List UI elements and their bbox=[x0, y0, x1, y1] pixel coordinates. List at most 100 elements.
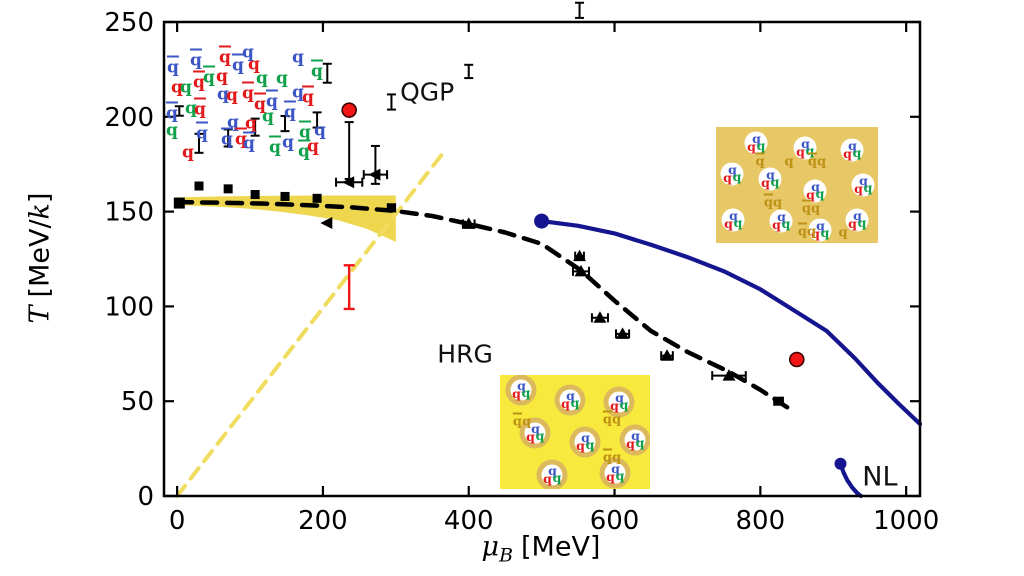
meson-pair-label: q bbox=[838, 225, 848, 241]
hadron-circle bbox=[808, 218, 832, 242]
quark-glyph: q bbox=[517, 377, 526, 393]
quark-glyph: q bbox=[843, 145, 852, 161]
antiquark-glyph: q bbox=[298, 141, 310, 162]
quark-glyph: q bbox=[307, 136, 319, 157]
quark-glyph: q bbox=[728, 161, 737, 177]
x-tick-label: 400 bbox=[444, 506, 494, 536]
y-unit-post: ] bbox=[24, 192, 56, 204]
antiquark-glyph: q bbox=[166, 103, 178, 124]
antiquark-glyph: q bbox=[243, 133, 255, 154]
hadron-circle bbox=[541, 464, 563, 486]
quark-glyph: q bbox=[766, 166, 775, 182]
crossover-dashed-line bbox=[174, 199, 798, 415]
hadron-circle bbox=[845, 208, 869, 232]
meson-pair-label: qq bbox=[797, 224, 817, 240]
quark-glyph: q bbox=[611, 460, 620, 476]
antiquark-glyph: q bbox=[196, 123, 208, 144]
quark-glyph: q bbox=[863, 179, 873, 195]
y-axis-label: T [MeV/k] bbox=[25, 193, 56, 324]
antiquark-glyph: q bbox=[219, 47, 231, 68]
quark-glyph: q bbox=[801, 135, 810, 151]
quark-glyph: q bbox=[777, 208, 786, 224]
antiquark-glyph: q bbox=[242, 83, 254, 104]
x-tick-label: 1000 bbox=[873, 506, 939, 536]
quark-glyph: q bbox=[292, 47, 304, 68]
quark-glyph: q bbox=[747, 138, 756, 154]
quark-glyph: q bbox=[811, 178, 820, 194]
quark-glyph: q bbox=[182, 142, 194, 163]
data-point bbox=[342, 176, 355, 189]
hadron-circle bbox=[721, 208, 745, 232]
hadron-circle bbox=[608, 391, 630, 413]
quark-glyph: q bbox=[619, 396, 629, 412]
quark-glyph: q bbox=[521, 384, 531, 400]
x-tick-label: 800 bbox=[736, 506, 786, 536]
quark-glyph: q bbox=[820, 224, 830, 240]
quark-glyph: q bbox=[854, 180, 863, 196]
y-tick-label: 150 bbox=[104, 198, 154, 228]
quark-glyph: q bbox=[242, 42, 254, 63]
quark-glyph: q bbox=[535, 427, 545, 443]
quark-glyph: q bbox=[816, 217, 825, 233]
antiquark-glyph: q bbox=[266, 91, 278, 112]
quark-glyph: q bbox=[806, 186, 815, 202]
quark-glyph: q bbox=[857, 214, 867, 230]
quark-glyph: q bbox=[227, 112, 239, 133]
nuclear-liquid-gas-line-endpoint bbox=[834, 457, 847, 470]
critical-point bbox=[788, 351, 805, 368]
quark-glyph: q bbox=[732, 168, 742, 184]
axes-frame bbox=[162, 20, 922, 498]
quark-glyph: q bbox=[852, 144, 862, 160]
quark-glyph: q bbox=[166, 120, 178, 141]
quark-glyph: q bbox=[226, 85, 238, 106]
quark-glyph: q bbox=[805, 142, 815, 158]
data-point bbox=[223, 184, 233, 194]
antiquark-glyph: q bbox=[221, 129, 233, 150]
nuclear-liquid-gas-line bbox=[838, 461, 864, 499]
quark-glyph: q bbox=[552, 469, 562, 485]
quark-glyph: q bbox=[615, 467, 625, 483]
dense-baryon-box: q q q q q q q q q q q q q q q q q q q q q q q q q q q q q q q q q q q qq qq q… bbox=[716, 127, 878, 243]
data-point bbox=[194, 181, 204, 191]
nuclear-liquid-label: NL bbox=[862, 461, 898, 493]
antiquark-glyph: q bbox=[193, 72, 205, 93]
quark-glyph: q bbox=[543, 470, 552, 486]
x-unit: [MeV] bbox=[521, 531, 601, 563]
antiquark-glyph: q bbox=[203, 67, 215, 88]
y-unit-pre: [MeV/ bbox=[24, 219, 56, 298]
quark-glyph: q bbox=[217, 84, 229, 105]
hadron-circle bbox=[574, 431, 596, 453]
meson-pair-label: q bbox=[755, 154, 765, 170]
data-point bbox=[312, 193, 322, 203]
meson-pair-label: qq bbox=[602, 450, 622, 466]
data-point bbox=[616, 327, 630, 339]
y-tick-label: 250 bbox=[104, 8, 154, 38]
quark-glyph: q bbox=[248, 54, 260, 75]
quark-glyph: q bbox=[724, 215, 733, 231]
quark-glyph: q bbox=[770, 173, 780, 189]
x-tick-label: 0 bbox=[169, 506, 186, 536]
quark-glyph: q bbox=[566, 387, 575, 403]
quark-glyph: q bbox=[815, 185, 825, 201]
quark-glyph: q bbox=[314, 120, 326, 141]
quark-glyph: q bbox=[752, 130, 761, 146]
mu-subscript: B bbox=[499, 544, 513, 567]
quark-glyph: q bbox=[635, 434, 645, 450]
hadron-circle bbox=[769, 209, 793, 233]
antiquark-glyph: q bbox=[299, 122, 311, 143]
quark-glyph: q bbox=[292, 82, 304, 103]
data-point bbox=[573, 249, 587, 262]
data-point bbox=[462, 217, 476, 229]
hadron-circle bbox=[851, 173, 875, 197]
T-symbol: T bbox=[24, 305, 56, 324]
quark-glyph: q bbox=[733, 214, 743, 230]
meson-pair-label: qq bbox=[801, 201, 821, 217]
quark-glyph: q bbox=[848, 137, 857, 153]
hrg-region-label: HRG bbox=[437, 339, 493, 369]
antiquark-glyph: q bbox=[194, 99, 206, 120]
quark-glyph: q bbox=[796, 143, 805, 159]
quark-glyph: q bbox=[781, 215, 791, 231]
antiquark-glyph: q bbox=[235, 129, 247, 150]
data-point bbox=[593, 311, 607, 323]
